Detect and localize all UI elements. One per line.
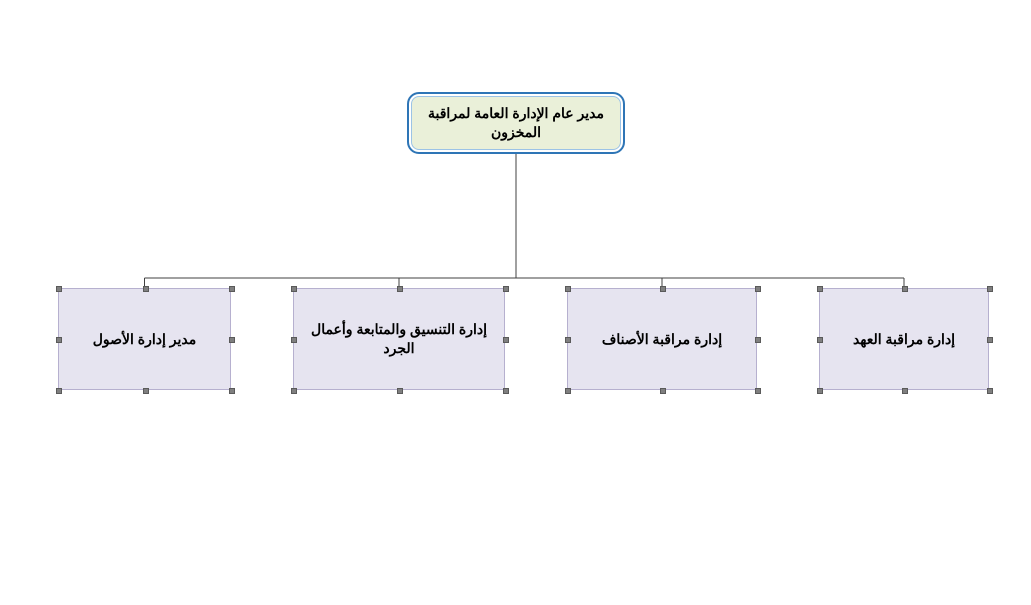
selection-handle[interactable]: [397, 286, 403, 292]
child-node-label: إدارة مراقبة العهد: [853, 330, 955, 349]
selection-handle[interactable]: [660, 286, 666, 292]
selection-handle[interactable]: [987, 337, 993, 343]
selection-handle[interactable]: [565, 388, 571, 394]
selection-handle[interactable]: [503, 337, 509, 343]
selection-handle[interactable]: [143, 388, 149, 394]
selection-handle[interactable]: [229, 286, 235, 292]
selection-handle[interactable]: [755, 388, 761, 394]
child-node[interactable]: إدارة مراقبة العهد: [819, 288, 989, 390]
child-node-label: مدير إدارة الأصول: [93, 330, 197, 349]
child-node-label: إدارة مراقبة الأصناف: [602, 330, 722, 349]
selection-handle[interactable]: [56, 337, 62, 343]
selection-handle[interactable]: [291, 286, 297, 292]
selection-handle[interactable]: [902, 286, 908, 292]
selection-handle[interactable]: [817, 388, 823, 394]
child-node-label: إدارة التنسيق والمتابعة وأعمال الجرد: [304, 320, 494, 358]
selection-handle[interactable]: [56, 286, 62, 292]
selection-handle[interactable]: [660, 388, 666, 394]
selection-handle[interactable]: [987, 286, 993, 292]
selection-handle[interactable]: [291, 337, 297, 343]
selection-handle[interactable]: [56, 388, 62, 394]
selection-handle[interactable]: [503, 388, 509, 394]
selection-handle[interactable]: [397, 388, 403, 394]
org-chart-canvas: مدير عام الإدارة العامة لمراقبة المخزون …: [0, 0, 1031, 605]
selection-handle[interactable]: [755, 337, 761, 343]
selection-handle[interactable]: [817, 286, 823, 292]
selection-handle[interactable]: [291, 388, 297, 394]
child-node[interactable]: إدارة مراقبة الأصناف: [567, 288, 757, 390]
selection-handle[interactable]: [817, 337, 823, 343]
selection-handle[interactable]: [902, 388, 908, 394]
selection-handle[interactable]: [229, 337, 235, 343]
root-node-label: مدير عام الإدارة العامة لمراقبة المخزون: [419, 104, 613, 142]
child-node[interactable]: مدير إدارة الأصول: [58, 288, 231, 390]
selection-handle[interactable]: [987, 388, 993, 394]
child-node[interactable]: إدارة التنسيق والمتابعة وأعمال الجرد: [293, 288, 505, 390]
selection-handle[interactable]: [229, 388, 235, 394]
root-node[interactable]: مدير عام الإدارة العامة لمراقبة المخزون: [407, 92, 625, 154]
selection-handle[interactable]: [565, 337, 571, 343]
selection-handle[interactable]: [565, 286, 571, 292]
selection-handle[interactable]: [503, 286, 509, 292]
selection-handle[interactable]: [755, 286, 761, 292]
selection-handle[interactable]: [143, 286, 149, 292]
